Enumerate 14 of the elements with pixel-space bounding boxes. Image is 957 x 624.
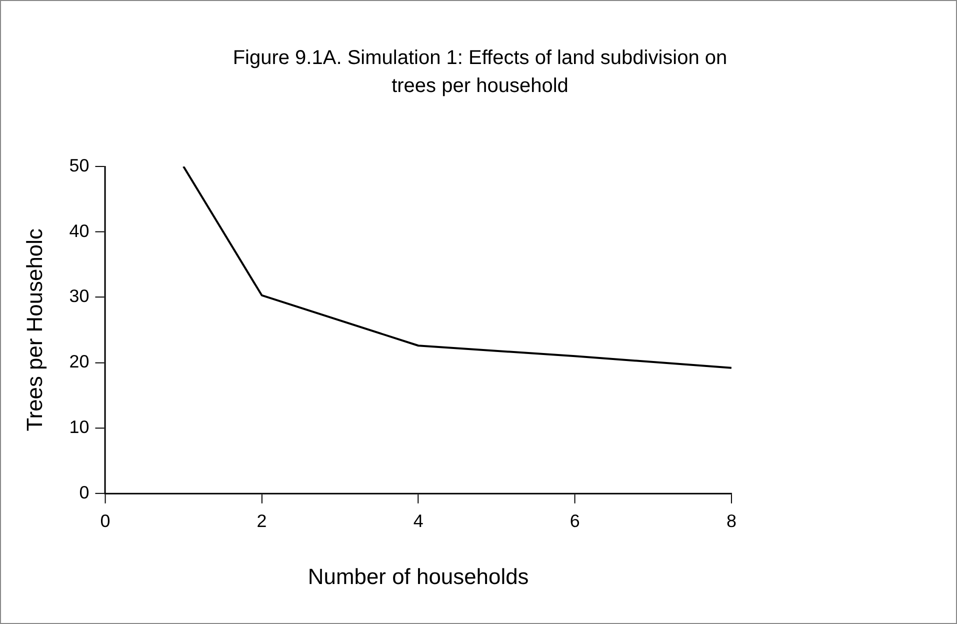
y-tick-label: 10 (69, 416, 90, 437)
y-tick-label: 20 (69, 352, 90, 372)
x-tick-label: 4 (413, 511, 424, 532)
x-tick-label: 8 (726, 511, 736, 532)
x-tick-label: 2 (256, 511, 267, 532)
y-tick-label: 40 (69, 220, 90, 241)
y-axis-title: Trees per Householc (22, 228, 48, 432)
x-axis-title: Number of households (308, 564, 529, 589)
y-tick-label: 30 (69, 286, 90, 306)
y-tick-label: 0 (79, 482, 90, 502)
x-tick-label: 6 (570, 511, 580, 532)
chart-title: Figure 9.1A. Simulation 1: Effects of land subdivision on trees per household (232, 46, 728, 99)
x-tick-label: 0 (100, 511, 110, 532)
y-tick-label: 50 (69, 155, 90, 176)
